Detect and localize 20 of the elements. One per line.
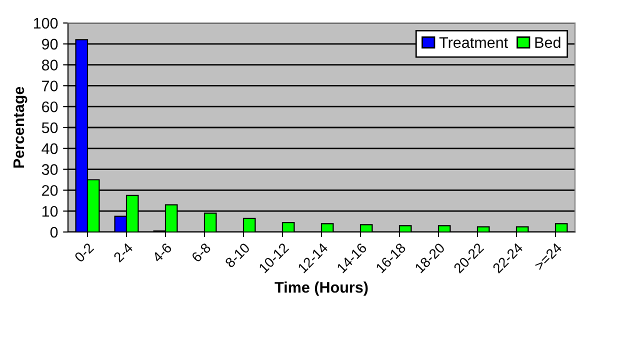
y-tick-label: 10	[42, 206, 58, 217]
y-tick-label: 60	[42, 101, 58, 112]
x-tick-label: 4-6	[152, 242, 172, 263]
y-tick-label: 100	[34, 18, 58, 29]
x-axis-title: Time (Hours)	[274, 282, 368, 296]
y-tick-label: 90	[42, 38, 58, 50]
legend-label: Bed	[535, 36, 560, 48]
y-tick-label: 70	[42, 80, 58, 92]
y-axis-title: Percentage	[13, 86, 28, 168]
legend-label: Treatment	[439, 37, 508, 48]
x-tick-label: 6-8	[191, 242, 212, 263]
x-tick-label: 8-10	[224, 242, 250, 268]
y-tick-label: 20	[42, 185, 58, 196]
y-tick-label: 0	[50, 226, 58, 238]
y-tick-label: 30	[42, 164, 58, 175]
y-tick-label: 50	[42, 122, 58, 134]
y-tick-label: 80	[42, 60, 58, 70]
x-tick-label: 0-2	[74, 242, 94, 263]
x-tick-label: 2-4	[113, 242, 134, 263]
y-tick-label: 40	[42, 143, 58, 154]
